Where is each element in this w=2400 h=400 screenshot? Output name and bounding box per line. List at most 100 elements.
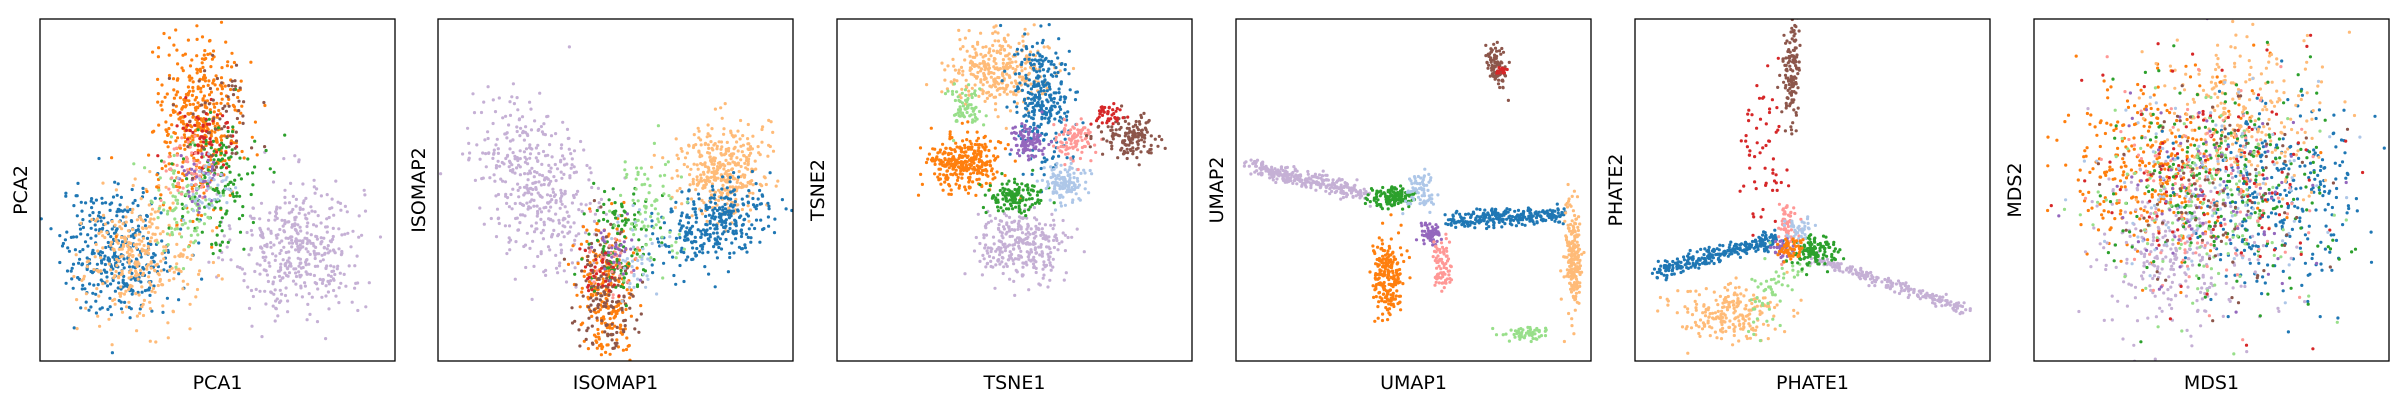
scatter-point	[439, 172, 443, 176]
scatter-point	[1008, 152, 1012, 156]
scatter-point	[996, 75, 1000, 80]
scatter-point	[181, 53, 185, 57]
scatter-point	[1032, 255, 1036, 259]
scatter-point	[631, 251, 636, 255]
scatter-point	[1013, 53, 1017, 57]
scatter-point	[600, 260, 605, 264]
scatter-point	[596, 327, 600, 332]
scatter-point	[1063, 111, 1067, 115]
scatter-point	[195, 54, 199, 58]
scatter-point	[141, 313, 146, 318]
scatter-point	[156, 283, 160, 288]
scatter-point	[262, 100, 266, 105]
scatter-point	[685, 213, 689, 217]
scatter-point	[206, 168, 210, 172]
scatter-point	[133, 278, 138, 282]
scatter-point	[745, 250, 749, 254]
scatter-point	[945, 161, 950, 165]
scatter-point	[520, 115, 525, 119]
scatter-point	[503, 224, 507, 228]
scatter-point	[202, 94, 206, 98]
scatter-point	[565, 162, 569, 166]
scatter-point	[187, 245, 191, 249]
scatter-point	[1057, 37, 1061, 41]
scatter-point	[201, 65, 205, 69]
scatter-point	[547, 163, 551, 167]
scatter-point	[546, 201, 550, 205]
scatter-point	[728, 153, 732, 157]
scatter-point	[959, 169, 963, 173]
scatter-point	[213, 188, 217, 192]
scatter-point	[649, 237, 653, 241]
scatter-point	[595, 222, 599, 226]
scatter-point	[1004, 214, 1009, 218]
scatter-point	[1012, 100, 1017, 104]
scatter-point	[136, 277, 140, 281]
scatter-point	[937, 158, 941, 162]
scatter-point	[554, 199, 558, 203]
scatter-point	[745, 194, 749, 198]
scatter-point	[722, 167, 726, 171]
scatter-point	[163, 140, 167, 144]
scatter-point	[610, 326, 614, 330]
scatter-point	[595, 269, 599, 273]
scatter-point	[176, 176, 180, 180]
scatter-point	[603, 292, 607, 296]
scatter-point	[102, 268, 106, 272]
scatter-point	[156, 100, 160, 104]
scatter-point	[766, 154, 770, 158]
scatter-point	[183, 135, 187, 140]
scatter-point	[580, 257, 584, 261]
scatter-point	[985, 91, 989, 95]
scatter-point	[642, 224, 646, 228]
scatter-point	[646, 177, 650, 181]
scatter-point	[1005, 230, 1009, 234]
scatter-point	[542, 182, 546, 187]
scatter-point	[1010, 81, 1014, 85]
scatter-point	[952, 64, 956, 68]
scatter-point	[640, 183, 644, 187]
scatter-point	[149, 236, 153, 240]
scatter-point	[315, 187, 319, 191]
scatter-point	[980, 160, 985, 164]
scatter-point	[253, 269, 257, 274]
scatter-point	[516, 228, 520, 232]
scatter-point	[549, 205, 553, 209]
scatter-point	[581, 294, 585, 298]
scatter-point	[952, 78, 956, 82]
scatter-point	[1048, 247, 1052, 251]
scatter-point	[125, 243, 129, 248]
scatter-point	[97, 294, 101, 298]
scatter-point	[673, 205, 678, 210]
scatter-point	[723, 219, 727, 223]
scatter-point	[675, 189, 679, 193]
scatter-point	[523, 191, 527, 195]
scatter-point	[601, 277, 605, 281]
scatter-point	[1081, 121, 1085, 125]
scatter-point	[146, 251, 151, 255]
scatter-point	[172, 88, 176, 92]
scatter-point	[174, 139, 178, 143]
scatter-point	[541, 228, 545, 232]
scatter-point	[1051, 155, 1055, 159]
scatter-point	[696, 126, 700, 130]
scatter-point	[230, 51, 234, 55]
scatter-point	[119, 307, 124, 311]
scatter-point	[195, 197, 199, 201]
scatter-point	[603, 240, 607, 244]
scatter-point	[153, 210, 157, 214]
scatter-point	[136, 224, 141, 228]
scatter-point	[189, 233, 193, 237]
scatter-point	[968, 68, 972, 72]
scatter-point	[577, 232, 581, 236]
scatter-point	[1039, 245, 1043, 249]
scatter-point	[322, 246, 326, 250]
scatter-point	[553, 193, 558, 197]
scatter-point	[169, 191, 173, 195]
scatter-point	[660, 235, 664, 239]
scatter-point	[955, 173, 959, 177]
scatter-point	[1026, 104, 1030, 108]
scatter-point	[78, 227, 83, 231]
scatter-point	[233, 84, 238, 88]
scatter-point	[600, 365, 603, 368]
